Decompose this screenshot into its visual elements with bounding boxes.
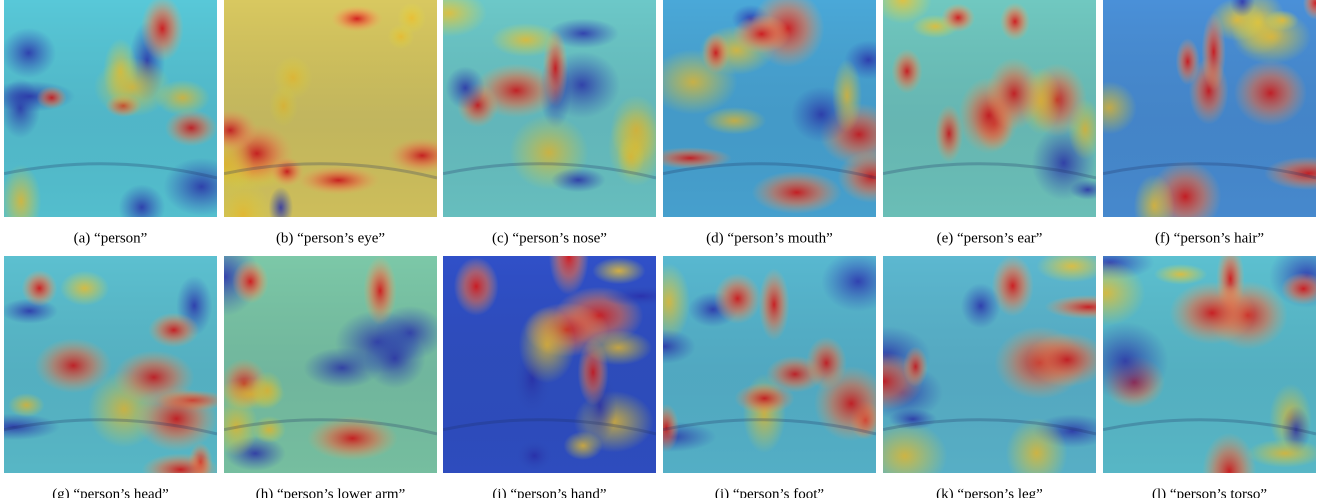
scene-shade xyxy=(4,256,217,473)
caption: (b) “person’s eye” xyxy=(276,230,385,246)
scene-shade xyxy=(663,256,876,473)
heatmap xyxy=(1065,243,1331,498)
caption: (l) “person’s torso” xyxy=(1152,486,1267,498)
scene-shade xyxy=(443,0,656,217)
heatmap xyxy=(191,237,445,473)
caption: (f) “person’s hair” xyxy=(1155,230,1264,246)
heatmap-panel: (f) “person’s hair” xyxy=(1082,0,1331,246)
caption: (g) “person’s head” xyxy=(52,486,169,498)
caption: (h) “person’s lower arm” xyxy=(256,486,406,498)
heatmap-panel: (c) “person’s nose” xyxy=(411,0,664,246)
heatmap xyxy=(443,218,679,473)
caption: (k) “person’s leg” xyxy=(936,486,1043,498)
scene-shade xyxy=(663,0,876,217)
heatmap-panel: (a) “person” xyxy=(0,0,240,246)
heatmap-panel: (l) “person’s torso” xyxy=(1065,243,1331,498)
scene-shade xyxy=(224,0,437,217)
caption: (a) “person” xyxy=(74,230,148,246)
heatmap xyxy=(648,0,904,217)
caption: (j) “person’s foot” xyxy=(715,486,824,498)
heatmap xyxy=(0,256,229,486)
heatmap xyxy=(0,0,240,238)
heatmap-panel: (g) “person’s head” xyxy=(0,256,229,498)
heatmap xyxy=(1082,0,1331,238)
heatmap-panel: (d) “person’s mouth” xyxy=(648,0,904,246)
heatmap-panel: (i) “person’s hand” xyxy=(443,218,679,498)
scene-shade xyxy=(4,0,217,217)
heatmap-panel: (b) “person’s eye” xyxy=(198,0,457,251)
caption: (i) “person’s hand” xyxy=(492,486,606,498)
heatmap xyxy=(411,0,664,217)
scene-shade xyxy=(883,256,1096,473)
scene-shade xyxy=(883,0,1096,217)
heatmap-panel: (h) “person’s lower arm” xyxy=(191,237,445,498)
heatmap xyxy=(874,0,1106,217)
heatmap-panel: (k) “person’s leg” xyxy=(842,250,1132,498)
caption: (d) “person’s mouth” xyxy=(706,230,833,246)
scene-shade xyxy=(1103,256,1316,473)
caption: (e) “person’s ear” xyxy=(937,230,1043,246)
heatmap xyxy=(842,250,1132,491)
heatmap-panel: (j) “person’s foot” xyxy=(624,251,895,498)
figure: (a) “person” (b) “person’s eye” (c) “perso… xyxy=(0,0,1331,498)
scene-shade xyxy=(1103,0,1316,217)
heatmap xyxy=(624,251,895,473)
scene-shade xyxy=(224,256,437,473)
heatmap-panel: (e) “person’s ear” xyxy=(874,0,1106,246)
heatmap xyxy=(198,0,457,251)
scene-shade xyxy=(443,256,656,473)
caption: (c) “person’s nose” xyxy=(492,230,607,246)
